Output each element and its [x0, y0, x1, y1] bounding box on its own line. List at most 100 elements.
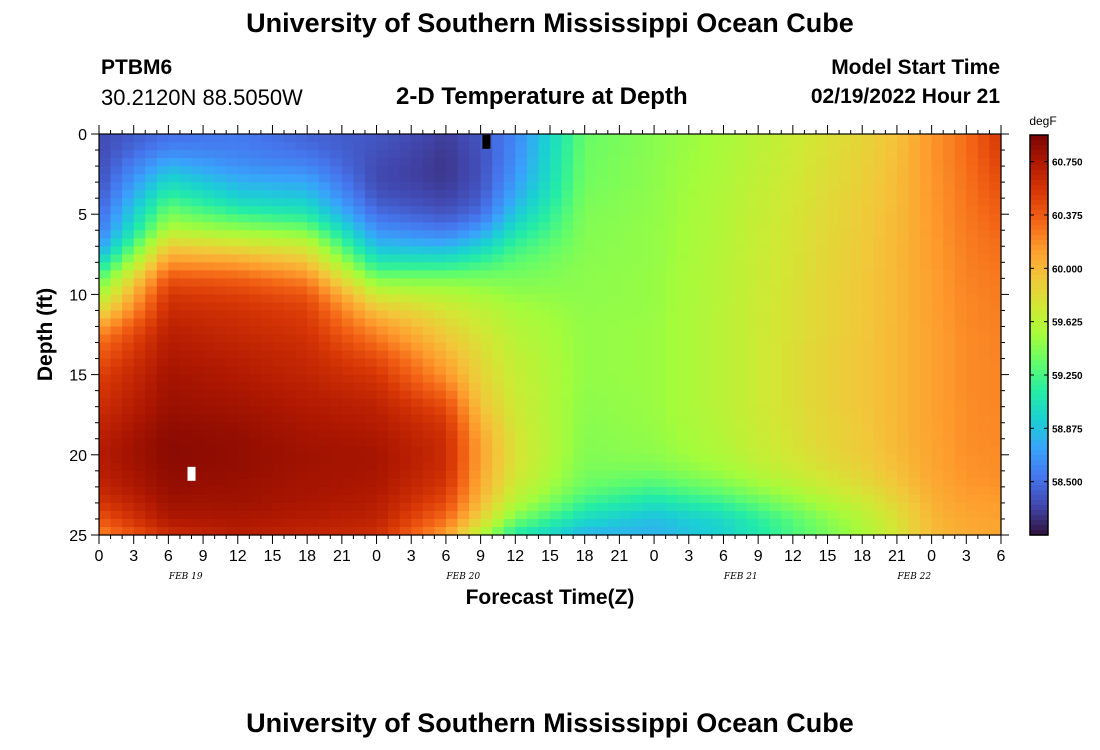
heatmap-cell — [885, 454, 898, 464]
heatmap-cell — [943, 366, 956, 376]
footer-title: University of Southern Mississippi Ocean… — [246, 708, 854, 738]
heatmap-cell — [307, 390, 320, 400]
heatmap-cell — [341, 222, 355, 231]
heatmap-cell — [630, 414, 644, 424]
heatmap-cell — [735, 326, 748, 336]
heatmap-cell — [885, 430, 898, 440]
heatmap-cell — [815, 198, 829, 207]
heatmap-cell — [839, 486, 852, 496]
heatmap-cell — [503, 390, 516, 400]
heatmap-markers — [187, 134, 491, 481]
heatmap-cell — [503, 526, 516, 536]
heatmap-cell — [723, 374, 736, 384]
heatmap-cell — [110, 454, 123, 464]
heatmap-cell — [954, 510, 967, 520]
heatmap-cell — [954, 254, 967, 263]
heatmap-cell — [688, 310, 701, 320]
heatmap-cell — [943, 486, 956, 496]
heatmap-cell — [515, 446, 528, 456]
heatmap-cell — [688, 390, 701, 400]
heatmap-cell — [376, 134, 389, 143]
heatmap-cell — [665, 286, 678, 295]
heatmap-cell — [307, 358, 320, 368]
heatmap-cell — [665, 374, 678, 384]
heatmap-cell — [399, 478, 412, 488]
heatmap-cell — [295, 358, 308, 368]
heatmap-cell — [550, 150, 563, 159]
heatmap-cell — [168, 326, 181, 336]
heatmap-cell — [642, 526, 655, 536]
heatmap-cell — [711, 470, 725, 480]
heatmap-cell — [469, 398, 482, 408]
heatmap-cell — [341, 278, 355, 287]
heatmap-cell — [249, 502, 262, 512]
heatmap-cell — [735, 374, 748, 384]
heatmap-cell — [526, 182, 540, 191]
heatmap-cell — [110, 438, 123, 448]
heatmap-cell — [966, 334, 979, 344]
heatmap-cell — [457, 246, 470, 255]
heatmap-cell — [203, 398, 216, 408]
heatmap-cell — [839, 414, 852, 424]
heatmap-cell — [619, 430, 632, 440]
heatmap-cell — [388, 334, 401, 344]
heatmap-cell — [931, 190, 944, 199]
heatmap-cell — [954, 494, 967, 504]
heatmap-cell — [920, 206, 933, 215]
heatmap-cell — [376, 230, 389, 239]
heatmap-cell — [284, 166, 297, 175]
heatmap-cell — [191, 518, 204, 528]
heatmap-cell — [515, 438, 528, 448]
heatmap-cell — [145, 134, 158, 143]
heatmap-cell — [341, 206, 355, 215]
heatmap-cell — [723, 142, 736, 151]
heatmap-cell — [630, 406, 644, 416]
heatmap-cell — [596, 270, 609, 279]
heatmap-cell — [445, 206, 459, 215]
heatmap-cell — [214, 454, 227, 464]
heatmap-cell — [341, 510, 355, 520]
heatmap-cell — [133, 190, 146, 199]
x-tick-label: 18 — [298, 548, 316, 565]
heatmap-cell — [920, 198, 933, 207]
heatmap-cell — [596, 254, 609, 263]
heatmap-cell — [850, 350, 863, 360]
heatmap-cell — [237, 206, 250, 215]
heatmap-cell — [422, 382, 435, 392]
heatmap-cell — [445, 254, 459, 263]
heatmap-cell — [411, 278, 424, 287]
heatmap-cell — [399, 438, 412, 448]
heatmap-cell — [434, 278, 447, 287]
heatmap-cell — [388, 494, 401, 504]
heatmap-cell — [538, 174, 551, 183]
heatmap-cell — [492, 230, 505, 239]
heatmap-cell — [272, 406, 285, 416]
heatmap-cell — [434, 494, 447, 504]
heatmap-cell — [538, 470, 551, 480]
heatmap-cell — [399, 198, 412, 207]
heatmap-cell — [480, 494, 493, 504]
heatmap-cell — [607, 158, 620, 167]
heatmap-cell — [885, 158, 898, 167]
heatmap-cell — [920, 254, 933, 263]
heatmap-cell — [839, 198, 852, 207]
heatmap-cell — [318, 366, 331, 376]
heatmap-cell — [943, 502, 956, 512]
heatmap-cell — [260, 390, 274, 400]
heatmap-cell — [804, 414, 817, 424]
heatmap-cell — [977, 278, 991, 287]
heatmap-cell — [538, 166, 551, 175]
heatmap-cell — [538, 502, 551, 512]
heatmap-cell — [885, 270, 898, 279]
heatmap-cell — [445, 366, 459, 376]
heatmap-cell — [607, 214, 620, 223]
heatmap-cell — [885, 254, 898, 263]
heatmap-cell — [284, 486, 297, 496]
heatmap-cell — [688, 206, 701, 215]
heatmap-cell — [388, 486, 401, 496]
heatmap-cell — [145, 142, 158, 151]
heatmap-cell — [931, 462, 944, 472]
heatmap-cell — [896, 398, 910, 408]
heatmap-cell — [341, 150, 355, 159]
heatmap-cell — [434, 222, 447, 231]
